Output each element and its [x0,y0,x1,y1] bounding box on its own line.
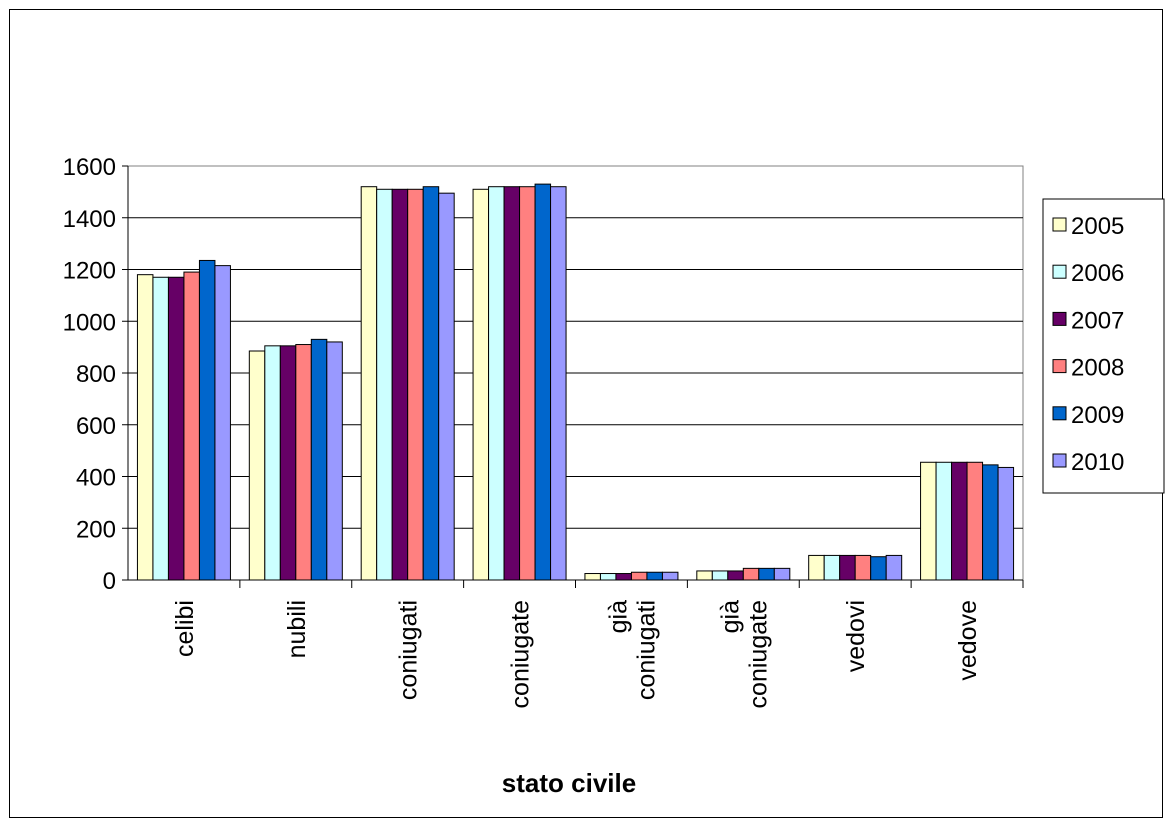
bar [696,570,713,581]
bar [519,186,536,581]
bar [391,188,409,581]
legend-label: 2006 [1071,260,1124,287]
bar [823,554,841,581]
bar [214,265,231,581]
bar [661,571,679,581]
x-tick-label: già [604,600,632,633]
x-tick-label: coniugate [507,600,535,708]
legend-swatch [1052,359,1067,374]
bar [550,186,567,581]
x-axis-title: stato civile [502,768,636,798]
bar [503,186,521,581]
y-tick-label: 600 [76,413,116,440]
y-tick-label: 800 [76,361,116,388]
bar [854,554,872,581]
bar [183,271,200,581]
bar [966,461,984,581]
legend-label: 2008 [1071,355,1124,382]
bar [630,571,648,581]
bar [248,350,266,581]
bar [198,259,216,581]
bar [167,276,185,581]
legend-swatch [1052,311,1067,326]
y-tick-label: 1200 [63,258,116,285]
bar [584,573,601,581]
bar [310,338,328,581]
bar [360,186,378,581]
bar [152,276,169,581]
bar [727,570,744,581]
bar [935,461,953,581]
x-tick-label: già [716,600,744,633]
legend-swatch [1052,406,1067,421]
bar [376,188,393,581]
y-tick-label: 1400 [63,206,116,233]
legend-swatch [1052,217,1067,232]
bar [279,345,297,581]
bar [997,466,1015,581]
bar [615,573,632,581]
legend-label: 2005 [1071,213,1124,240]
x-tick-label: coniugati [632,600,660,700]
legend-swatch [1052,453,1067,468]
bar [534,183,552,581]
legend-box [1042,198,1165,494]
y-tick-label: 0 [103,568,116,595]
y-tick-label: 400 [76,465,116,492]
legend-label: 2007 [1071,307,1124,334]
bar [472,188,490,581]
x-tick-label: celibi [171,600,199,657]
bar [920,461,937,581]
y-tick-label: 1600 [63,154,116,181]
legend-swatch [1052,264,1067,279]
bar [646,571,663,581]
bar [758,567,775,581]
x-tick-label: vedovi [842,600,870,672]
bar [438,192,455,581]
bar [885,554,903,581]
bar [326,341,343,581]
bar [711,570,729,581]
x-tick-label: coniugati [395,600,423,700]
bar [295,344,312,581]
bar [773,567,791,581]
bar [599,573,617,581]
bar [422,186,440,581]
x-tick-label: vedove [954,600,982,681]
bar [407,188,424,581]
x-tick-label: nubili [283,600,311,658]
y-tick-label: 200 [76,516,116,543]
y-tick-label: 1000 [63,309,116,336]
bar [951,461,968,581]
legend-label: 2009 [1071,402,1124,429]
bar [870,556,887,581]
bar [742,567,760,581]
bar [808,554,825,581]
bar [264,345,281,581]
bar [136,274,154,581]
bar [839,554,856,581]
bar [488,186,505,581]
legend-label: 2010 [1071,449,1124,476]
bar [982,464,999,581]
x-tick-label: coniugate [744,600,772,708]
